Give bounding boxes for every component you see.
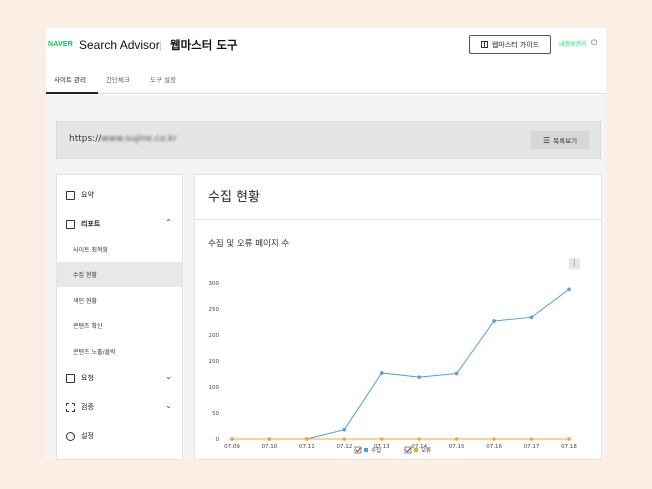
main-panel: 수집 현황 수집 및 오류 페이지 수 ⋮ 0 50 100 150 200 250 300… [194, 174, 602, 460]
view-list-button[interactable]: ☰ 목록보기 [531, 131, 589, 149]
y-tick-label: 300 [209, 281, 220, 287]
gear-icon [66, 431, 75, 441]
data-point-collect [342, 427, 347, 432]
chevron-up-icon: ⌃ [165, 218, 172, 227]
data-point-error [267, 437, 272, 441]
data-point-collect [492, 319, 496, 323]
chart-title: 수집 및 오류 페이지 수 [208, 239, 290, 249]
data-point-error [492, 437, 496, 441]
x-tick-label: 07.12 [336, 444, 352, 450]
tab-bar: 사이트 관리 간단체크 도구 설정 [46, 64, 606, 94]
guide-button-label: 웹마스터 가이드 [491, 40, 540, 49]
data-point-error [417, 437, 422, 441]
y-tick-label: 150 [209, 359, 220, 365]
y-tick-label: 50 [212, 411, 219, 417]
data-point-collect [529, 315, 534, 320]
active-tab-indicator [46, 92, 98, 94]
webmaster-guide-button[interactable]: 웹마스터 가이드 [469, 35, 551, 54]
x-tick-label: 07.10 [262, 444, 278, 450]
x-tick-label: 07.17 [524, 444, 540, 450]
tool-title: 웹마스터 도구 [170, 38, 238, 52]
sidebar-subitem-crawl-status[interactable]: 수집 현황 [57, 262, 182, 287]
data-point-collect [417, 375, 422, 379]
data-point-error [379, 437, 384, 441]
y-tick-label: 100 [209, 385, 220, 391]
sidebar-item-label: 설정 [81, 432, 94, 440]
sidebar-item-label: 검증 [81, 403, 94, 411]
x-tick-label: 07.16 [486, 444, 502, 450]
title-divider [195, 219, 601, 220]
series-line-collect [232, 288, 570, 440]
x-tick-label: 07.18 [561, 444, 577, 450]
book-icon [480, 41, 488, 48]
x-tick-label: 07.14 [411, 444, 427, 450]
x-tick-label: 07.09 [224, 444, 240, 450]
list-icon: ☰ [542, 135, 551, 145]
legend-swatch [364, 448, 368, 452]
site-url-bar: https://www.sujine.co.kr ☰ 목록보기 [56, 121, 601, 159]
legend-checkbox [404, 446, 412, 454]
data-point-error [529, 437, 534, 441]
sidebar-subitem-index-status[interactable]: 색인 현황 [73, 298, 97, 305]
tab-tool-settings[interactable]: 도구 설정 [150, 76, 176, 84]
site-url-prefix: https:// [69, 134, 102, 144]
swap-icon [66, 402, 75, 412]
header-divider [160, 41, 161, 51]
check-icon [355, 447, 361, 453]
page-title: 수집 현황 [208, 190, 260, 205]
y-tick-label: 0 [216, 437, 220, 443]
line-chart: 0 50 100 150 200 250 300 07.09 07.10 07.11 07.12 07… [209, 281, 578, 454]
naver-logo[interactable]: NAVER [48, 41, 73, 48]
site-url: https://www.sujine.co.kr [69, 134, 177, 144]
legend-label: 오류 [421, 447, 431, 454]
top-header: NAVER Search Advisor 웹마스터 도구 웹마스터 가이드 내정… [46, 28, 606, 63]
legend-label: 수집 [371, 447, 381, 454]
sidebar-item-report[interactable]: 리포트 ⌃ [57, 212, 182, 236]
data-point-error [230, 437, 234, 441]
sidebar-item-summary[interactable]: 요약 [57, 183, 182, 207]
site-url-domain: www.sujine.co.kr [101, 134, 177, 144]
sidebar-subitem-content-spread[interactable]: 콘텐츠 확산 [73, 323, 103, 330]
app-window: NAVER Search Advisor 웹마스터 도구 웹마스터 가이드 내정… [46, 28, 606, 460]
sidebar-item-label: 요청 [81, 374, 94, 382]
y-tick-label: 250 [209, 307, 220, 313]
legend-swatch [414, 448, 418, 452]
sidebar-subitem-content-exposure[interactable]: 콘텐츠 노출/클릭 [73, 349, 116, 356]
checkbox-icon [66, 373, 75, 383]
y-tick-label: 200 [209, 333, 220, 339]
data-point-error [567, 437, 571, 441]
sidebar-item-verify[interactable]: 검증 ⌄ [57, 395, 182, 419]
sidebar-item-settings[interactable]: 설정 [57, 424, 182, 448]
document-icon [66, 190, 75, 200]
data-point-collect [567, 287, 571, 292]
logout-power-icon[interactable]: ⏻ [591, 38, 598, 47]
app-name[interactable]: Search Advisor [79, 38, 160, 52]
content-area: https://www.sujine.co.kr ☰ 목록보기 요약 리포트 ⌃… [46, 95, 606, 460]
chevron-down-icon: ⌄ [165, 401, 172, 410]
data-point-error [454, 437, 459, 441]
sidebar-subitem-site-optimization[interactable]: 사이트 최적화 [73, 247, 109, 254]
data-point-error [342, 437, 347, 441]
data-point-collect [379, 371, 384, 375]
more-options-icon[interactable]: ⋮ [569, 258, 580, 269]
tab-simple-check[interactable]: 간단체크 [106, 76, 130, 84]
sidebar-nav: 요약 리포트 ⌃ 사이트 최적화 수집 현황 색인 현황 콘텐츠 확산 콘텐츠 … [56, 174, 183, 460]
chevron-down-icon: ⌄ [165, 372, 172, 381]
x-tick-label: 07.15 [449, 444, 465, 450]
x-tick-label: 07.13 [374, 444, 390, 450]
data-point-collect [454, 371, 459, 376]
list-button-label: 목록보기 [553, 137, 578, 145]
sidebar-item-label: 리포트 [81, 220, 101, 228]
data-point-error [305, 437, 309, 441]
legend-checkbox [354, 446, 362, 454]
sidebar-item-label: 요약 [81, 191, 94, 199]
tab-site-management[interactable]: 사이트 관리 [54, 76, 86, 84]
report-icon [66, 219, 75, 229]
user-menu[interactable]: 내정보관리 [559, 41, 587, 48]
check-icon [405, 447, 411, 453]
x-tick-label: 07.11 [299, 444, 315, 450]
sidebar-item-request[interactable]: 요청 ⌄ [57, 366, 182, 390]
